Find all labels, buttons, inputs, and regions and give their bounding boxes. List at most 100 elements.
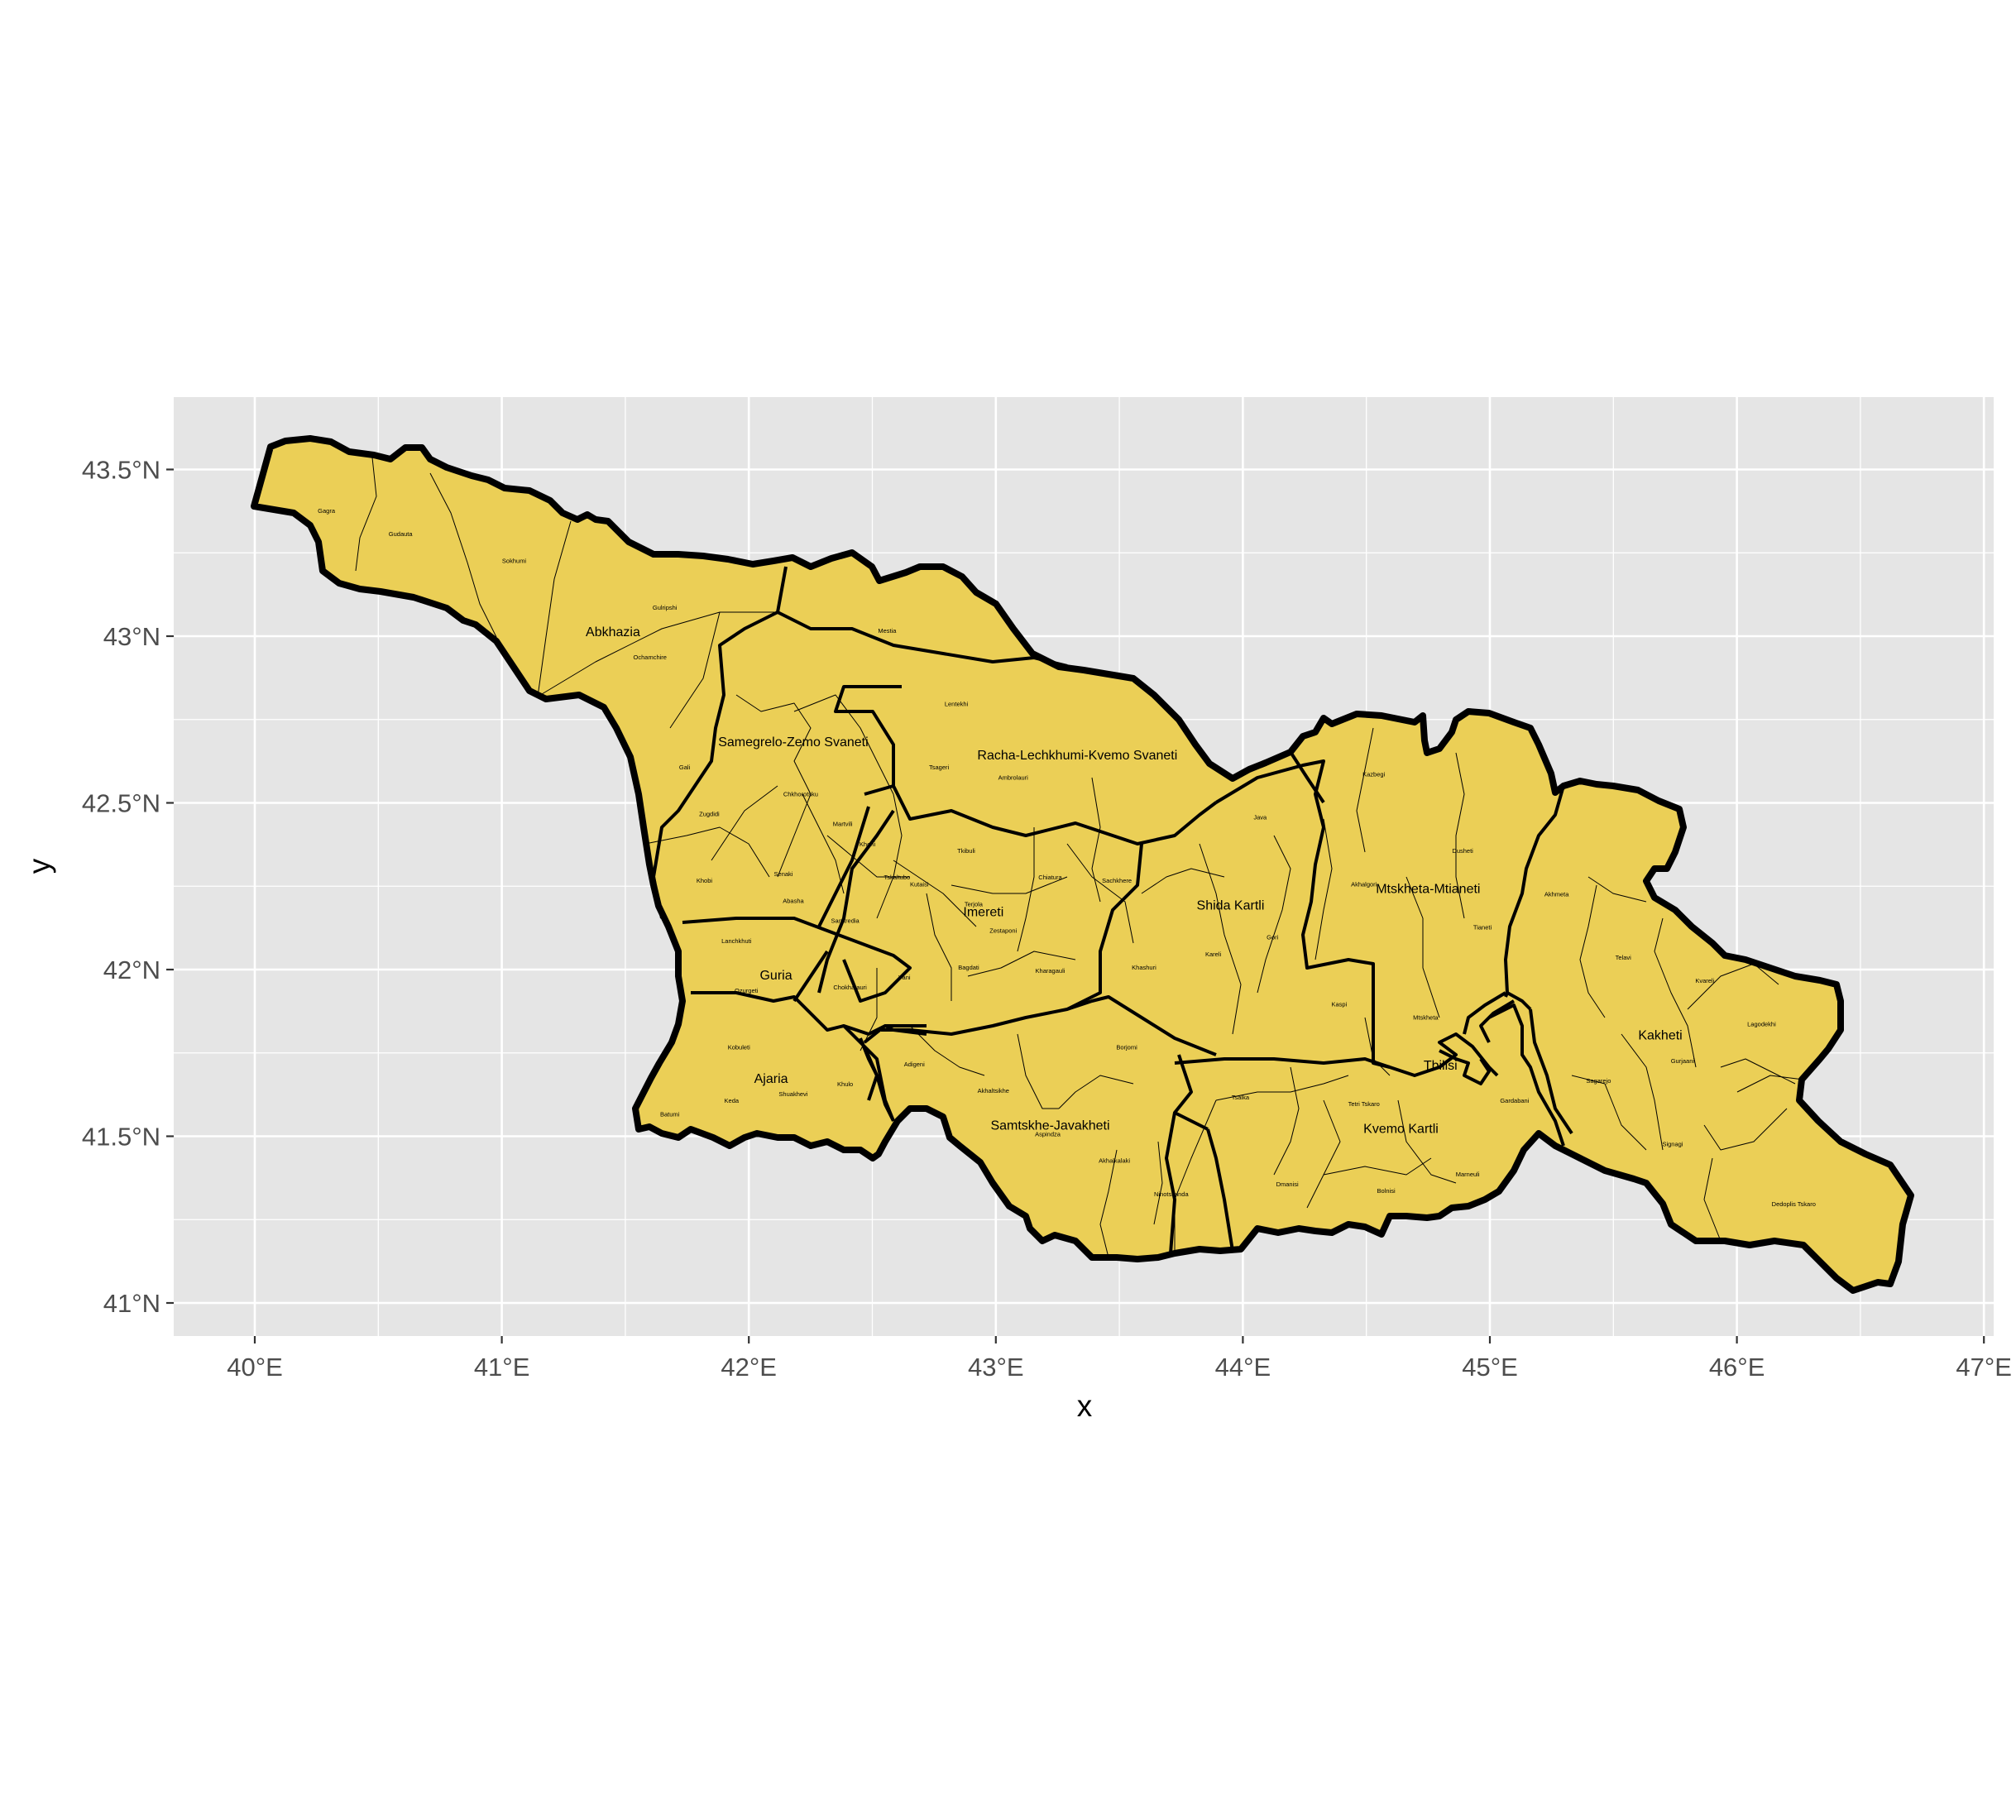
district-label: Tetri Tskaro (1348, 1100, 1380, 1108)
district-label: Abasha (783, 897, 804, 904)
district-label: Kaspi (1331, 1000, 1347, 1008)
district-label: Khobi (697, 877, 713, 884)
district-label: Sokhumi (502, 557, 527, 564)
country-outline (251, 435, 1914, 1294)
district-label: Mestia (878, 627, 897, 635)
district-label: Kareli (1205, 951, 1222, 958)
x-tick-label: 47°E (1956, 1353, 2012, 1382)
district-label: Vani (898, 974, 911, 981)
district-label: Chiatura (1038, 874, 1062, 881)
district-label: Dedoplis Tskaro (1772, 1200, 1816, 1208)
district-label: Kutaisi (910, 880, 929, 888)
x-tick-label: 40°E (227, 1353, 283, 1382)
x-tick-label: 41°E (474, 1353, 530, 1382)
district-label: Sagarejo (1586, 1077, 1611, 1085)
district-label: Gardabani (1500, 1097, 1529, 1104)
district-label: Zestaponi (989, 927, 1017, 935)
district-label: Dusheti (1452, 847, 1473, 855)
district-label: Khulo (837, 1080, 853, 1088)
district-label: Bagdati (958, 964, 979, 971)
district-label: Sachkhere (1102, 877, 1132, 884)
district-label: Kazbegi (1362, 770, 1385, 778)
district-label: Gali (679, 764, 691, 771)
district-label: Gudauta (389, 530, 414, 538)
district-label: Gagra (318, 507, 336, 515)
y-tick-label: 42°N (103, 956, 160, 984)
region-label: Ajaria (754, 1072, 788, 1086)
y-axis-title: y (22, 858, 56, 874)
x-tick-label: 44°E (1215, 1353, 1271, 1382)
region-label: Imereti (963, 906, 1003, 920)
x-axis-title: x (1077, 1389, 1093, 1423)
y-tick-label: 41°N (103, 1289, 160, 1318)
district-label: Ochamchire (634, 654, 667, 661)
district-label: Lagodekhi (1747, 1021, 1776, 1028)
region-label: Racha-Lechkhumi-Kvemo Svaneti (977, 749, 1177, 763)
district-label: Kobuleti (728, 1044, 750, 1051)
district-label: Tsageri (929, 764, 950, 771)
y-tick-label: 43°N (103, 622, 160, 651)
district-label: Marneuli (1456, 1171, 1480, 1178)
district-labels: Gagra Gudauta Sokhumi Gulripshi Ochamchire Ga… (318, 507, 1816, 1208)
district-label: Zugdidi (699, 811, 720, 818)
district-label: Tskaltubo (884, 874, 911, 881)
district-label: Khoni (860, 841, 876, 848)
district-label: Signagi (1662, 1141, 1683, 1148)
region-labels: Abkhazia Samegrelo-Zemo Svaneti Racha-Lech… (586, 625, 1683, 1136)
district-label: Ambrolauri (998, 774, 1029, 781)
district-label: Batumi (660, 1110, 680, 1118)
district-label: Tkibuli (957, 847, 975, 855)
y-tick-label: 42.5°N (82, 789, 160, 818)
district-label: Martvili (833, 821, 853, 828)
district-label: Chkhorotsku (783, 790, 818, 797)
x-tick-label: 43°E (968, 1353, 1024, 1382)
region-label: Kakheti (1638, 1029, 1682, 1043)
district-label: Keda (725, 1097, 740, 1104)
region-borders (652, 566, 1573, 1254)
district-label: Akhalgori (1351, 880, 1377, 888)
district-label: Kharagauli (1036, 967, 1065, 975)
district-label: Khashuri (1132, 964, 1156, 971)
district-label: Tianeti (1473, 924, 1492, 932)
x-tick-label: 46°E (1709, 1353, 1765, 1382)
region-label: Abkhazia (586, 625, 640, 639)
district-label: Kvareli (1695, 977, 1714, 984)
region-label: Samegrelo-Zemo Svaneti (718, 735, 868, 750)
district-label: Adigeni (904, 1061, 925, 1068)
district-label: Terjola (965, 900, 984, 908)
district-label: Ninotsminda (1154, 1190, 1190, 1198)
district-label: Chokhatauri (833, 984, 867, 991)
district-label: Senaki (774, 870, 793, 878)
axis-ticks (166, 468, 1985, 1343)
district-label: Borjomi (1116, 1044, 1137, 1051)
region-label: Shida Kartli (1197, 898, 1265, 912)
region-label: Tbilisi (1424, 1059, 1458, 1073)
district-label: Tsalka (1232, 1094, 1250, 1101)
x-tick-label: 45°E (1462, 1353, 1518, 1382)
district-label: Lanchkhuti (721, 937, 752, 945)
district-label: Mtskheta (1413, 1013, 1439, 1021)
district-label: Java (1253, 814, 1267, 821)
district-label: Shuakhevi (778, 1090, 807, 1098)
district-label: Akhaltsikhe (978, 1087, 1009, 1094)
district-label: Gulripshi (653, 604, 678, 611)
district-label: Bolnisi (1377, 1187, 1396, 1195)
region-label: Kvemo Kartli (1363, 1122, 1439, 1136)
district-label: Lentekhi (945, 701, 969, 708)
y-tick-label: 43.5°N (82, 456, 160, 485)
district-borders (355, 457, 1804, 1258)
district-label: Aspindza (1035, 1131, 1061, 1138)
district-label: Akhmeta (1544, 890, 1569, 898)
district-label: Gurjaani (1671, 1057, 1695, 1065)
district-label: Samtredia (831, 917, 860, 925)
y-tick-label: 41.5°N (82, 1123, 160, 1152)
district-label: Ozurgeti (735, 987, 759, 994)
district-label: Dmanisi (1276, 1181, 1299, 1188)
district-label: Akhalkalaki (1099, 1157, 1130, 1165)
region-label: Samtskhe-Javakheti (990, 1118, 1109, 1133)
region-label: Guria (759, 969, 792, 983)
district-label: Telavi (1616, 954, 1632, 961)
axis-tick-labels: 40°E 41°E 42°E 43°E 44°E 45°E 46°E 47°E 41°N 41.5… (82, 456, 2012, 1382)
district-label: Gori (1267, 934, 1279, 941)
